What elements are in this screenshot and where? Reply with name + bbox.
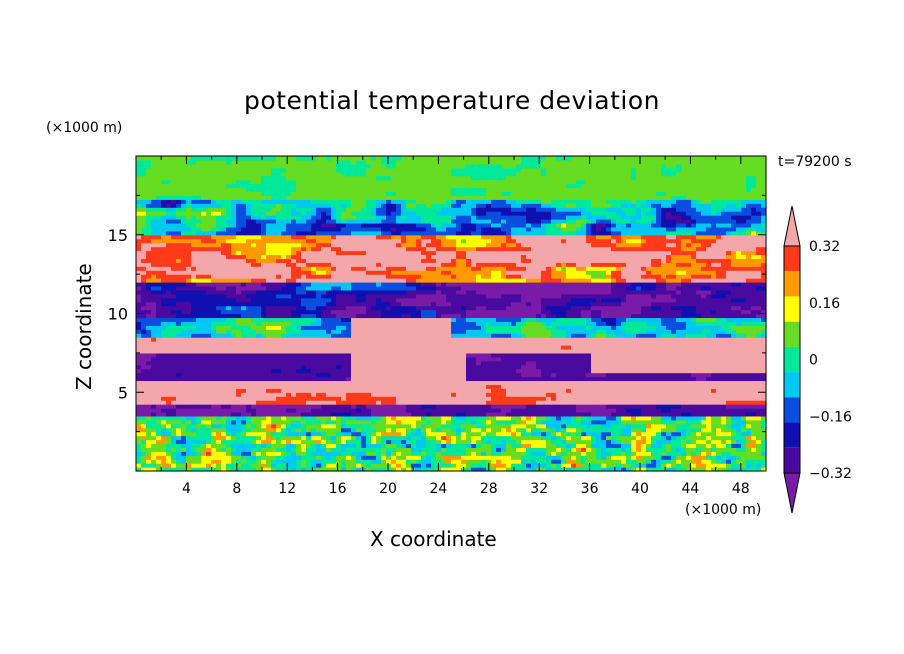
- chart-title: potential temperature deviation: [244, 86, 660, 115]
- colorbar-segment: [784, 372, 800, 398]
- time-label: t=79200 s: [778, 154, 852, 170]
- y-axis-unit: (×1000 m): [46, 120, 123, 136]
- y-tick-label-15: 15: [108, 226, 128, 245]
- contour-field: [136, 156, 767, 472]
- colorbar-segment: [784, 346, 800, 373]
- x-axis-label: X coordinate: [370, 527, 497, 551]
- x-tick-label-24: 24: [429, 481, 447, 497]
- colorbar-tick-label: 0.16: [809, 296, 840, 312]
- x-tick-label-32: 32: [530, 481, 548, 497]
- x-tick-label-8: 8: [232, 481, 241, 497]
- colorbar-segment: [784, 447, 800, 473]
- colorbar-segment: [784, 397, 800, 423]
- colorbar-segment: [784, 422, 800, 448]
- colorbar-segment: [784, 296, 800, 322]
- x-tick-label-48: 48: [732, 481, 750, 497]
- x-tick-label-36: 36: [581, 481, 599, 497]
- x-tick-label-40: 40: [631, 481, 649, 497]
- x-tick-label-4: 4: [182, 481, 191, 497]
- colorbar-frame: [783, 245, 801, 474]
- colorbar-tick-label: −0.32: [809, 466, 852, 482]
- x-tick-label-12: 12: [278, 481, 296, 497]
- x-tick-label-16: 16: [329, 481, 347, 497]
- x-tick-label-20: 20: [379, 481, 397, 497]
- colorbar-segment: [784, 321, 800, 347]
- colorbar-segment: [784, 271, 800, 297]
- colorbar-segment: [784, 246, 800, 272]
- y-tick-label-5: 5: [118, 383, 128, 402]
- colorbar-tick-label: −0.16: [809, 409, 852, 425]
- y-tick-label-10: 10: [108, 305, 128, 324]
- x-tick-label-28: 28: [480, 481, 498, 497]
- colorbar-tick-label: 0.32: [809, 239, 840, 255]
- colorbar-extend-bottom: [783, 472, 801, 514]
- x-axis-unit: (×1000 m): [685, 502, 762, 518]
- colorbar-tick-label: 0: [809, 353, 818, 369]
- colorbar-extend-top: [783, 205, 801, 247]
- x-tick-label-44: 44: [681, 481, 699, 497]
